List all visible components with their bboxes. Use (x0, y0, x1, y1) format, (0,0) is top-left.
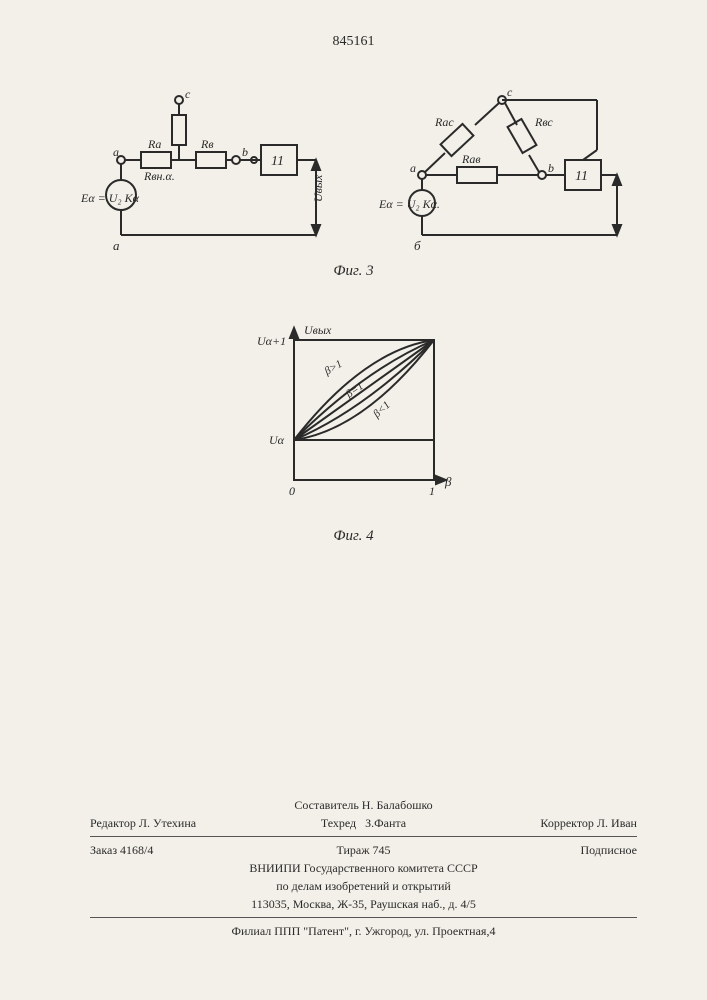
svg-text:11: 11 (575, 169, 588, 184)
svg-text:c: c (507, 85, 513, 99)
svg-text:б: б (414, 238, 421, 253)
subscription: Подписное (485, 841, 637, 859)
svg-text:Eα = U₂ Kα: Eα = U₂ Kα (80, 191, 140, 205)
addr1: 113035, Москва, Ж-35, Раушская наб., д. … (90, 895, 637, 913)
svg-text:1: 1 (429, 484, 435, 498)
svg-text:Rа: Rа (147, 137, 161, 151)
order: Заказ 4168/4 (90, 841, 242, 859)
svg-text:Uвых: Uвых (304, 323, 332, 337)
corrector-label: Корректор (540, 816, 594, 830)
page-number: 845161 (333, 34, 375, 50)
fig4-caption: Фиг. 4 (0, 528, 707, 545)
fig3-row: a b c Rа Rв Rвн.α. Eα = U₂ Kα 11 Uвых а (0, 80, 707, 255)
footer: Составитель Н. Балабошко Редактор Л. Уте… (90, 796, 637, 940)
editor-label: Редактор (90, 816, 136, 830)
corrector: Л. Иван (597, 816, 637, 830)
svg-text:0: 0 (289, 484, 295, 498)
fig3-right: a b c Rас Rвс Rав Eα = U₂ Kα. 11 б (367, 80, 642, 255)
svg-text:c: c (185, 87, 191, 101)
branch: Филиал ППП "Патент", г. Ужгород, ул. Про… (90, 922, 637, 940)
svg-text:Uα: Uα (269, 433, 285, 447)
svg-text:a: a (113, 145, 119, 159)
svg-text:Rас: Rас (434, 115, 454, 129)
svg-text:Uα+1: Uα+1 (257, 334, 286, 348)
svg-text:b: b (242, 145, 248, 159)
editor: Л. Утехина (139, 816, 196, 830)
svg-text:β>1: β>1 (321, 358, 344, 378)
svg-text:β: β (444, 474, 452, 489)
svg-text:Eα = U₂ Kα.: Eα = U₂ Kα. (378, 197, 440, 211)
org1: ВНИИПИ Государственного комитета СССР (90, 859, 637, 877)
org2: по делам изобретений и открытий (90, 877, 637, 895)
svg-text:Rвн.α.: Rвн.α. (143, 169, 175, 183)
composer-label: Составитель (294, 798, 358, 812)
composer: Н. Балабошко (362, 798, 433, 812)
fig3-caption: Фиг. 3 (0, 263, 707, 280)
svg-text:Rв: Rв (200, 137, 214, 151)
figures-area: a b c Rа Rв Rвн.α. Eα = U₂ Kα 11 Uвых а (0, 80, 707, 545)
fig4: Uвых Uα+1 Uα 0 1 β β>1 β=1 β<1 (249, 320, 459, 520)
svg-text:Rвс: Rвс (534, 115, 553, 129)
print-run: Тираж 745 (242, 841, 485, 859)
techred: З.Фанта (365, 816, 406, 830)
fig3-left: a b c Rа Rв Rвн.α. Eα = U₂ Kα 11 Uвых а (66, 80, 341, 255)
techred-label: Техред (321, 816, 356, 830)
svg-text:Uвых: Uвых (311, 174, 325, 202)
svg-text:Rав: Rав (461, 152, 481, 166)
svg-text:а: а (113, 238, 120, 253)
svg-text:11: 11 (271, 154, 284, 169)
svg-text:a: a (410, 161, 416, 175)
svg-text:b: b (548, 161, 554, 175)
